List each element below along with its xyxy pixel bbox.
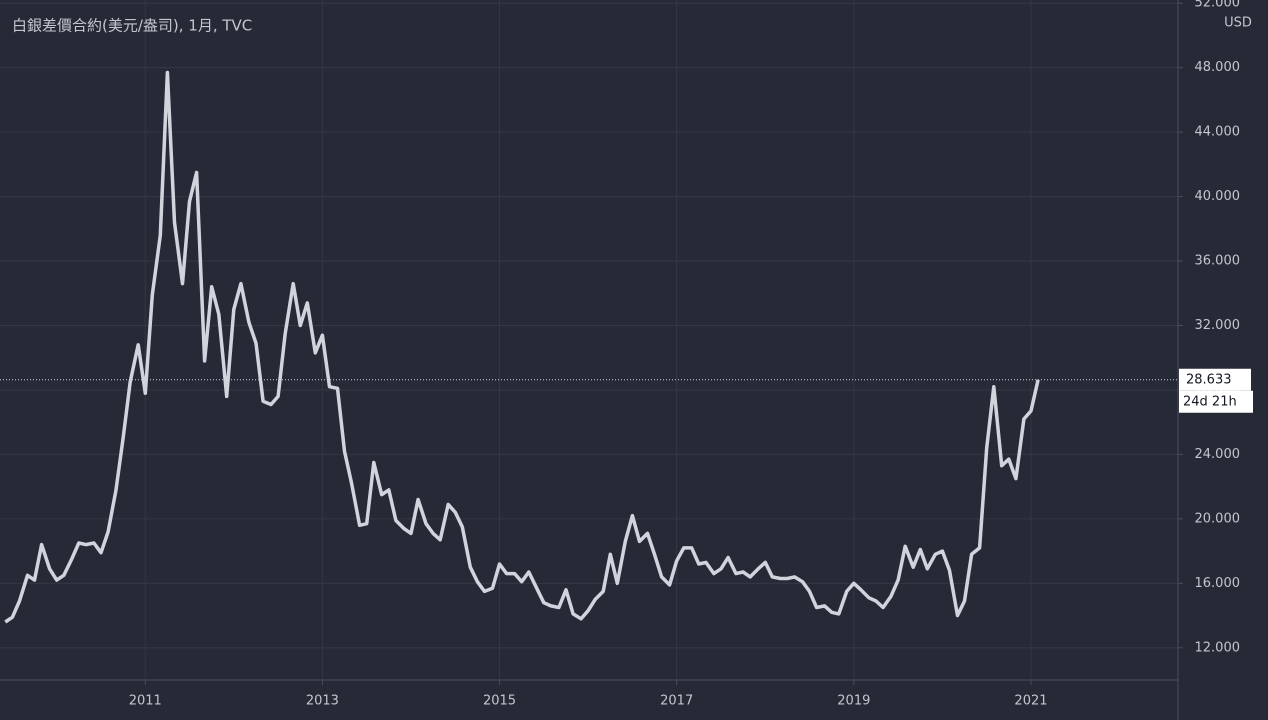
countdown-label: 24d 21h [1183, 394, 1237, 409]
y-tick-label: 16.000 [1195, 576, 1241, 591]
y-tick-label: 48.000 [1195, 60, 1241, 75]
y-tick-label: 12.000 [1195, 640, 1241, 655]
last-price-label: 28.633 [1186, 372, 1232, 387]
x-tick-label: 2013 [306, 694, 339, 709]
y-tick-label: 20.000 [1195, 511, 1241, 526]
price-line [4, 70, 1040, 624]
x-tick-label: 2011 [129, 694, 162, 709]
chart-title: 白銀差價合約(美元/盎司), 1月, TVC [12, 17, 252, 35]
y-tick-label: 52.000 [1195, 0, 1241, 11]
last-price-box [1179, 368, 1251, 391]
x-tick-label: 2017 [660, 694, 693, 709]
currency: USD [1224, 16, 1252, 31]
x-tick-label: 2021 [1014, 694, 1047, 709]
y-tick-label: 36.000 [1195, 254, 1241, 269]
x-tick-label: 2015 [483, 694, 516, 709]
y-tick-label: 44.000 [1195, 125, 1241, 140]
y-tick-label: 40.000 [1195, 189, 1241, 204]
y-tick-label: 32.000 [1195, 318, 1241, 333]
x-tick-label: 2019 [837, 694, 870, 709]
y-tick-label: 24.000 [1195, 447, 1241, 462]
countdown-box [1179, 390, 1253, 413]
